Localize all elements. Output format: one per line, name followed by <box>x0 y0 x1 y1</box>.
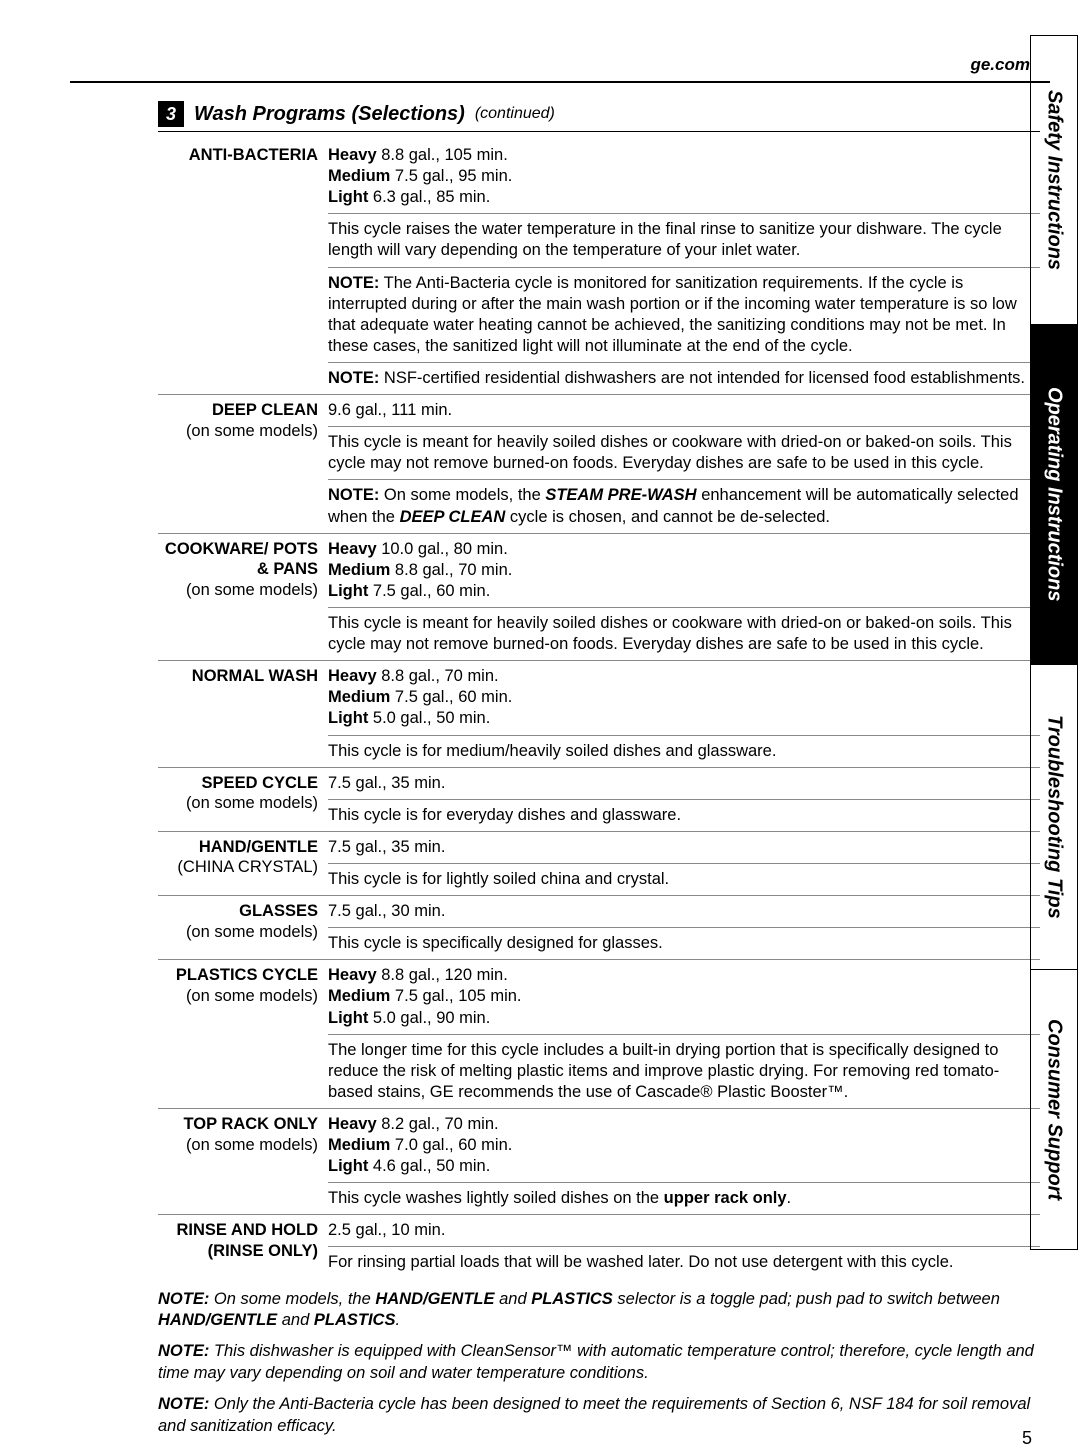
program-block: NOTE: On some models, the STEAM PRE-WASH… <box>328 479 1040 527</box>
program-label: ANTI-BACTERIA <box>158 145 328 389</box>
side-tab[interactable]: Safety Instructions <box>1030 35 1078 325</box>
program-body: Heavy 8.8 gal., 120 min.Medium 7.5 gal.,… <box>328 965 1040 1103</box>
program-body: 7.5 gal., 30 min. This cycle is specifica… <box>328 901 1040 954</box>
program-block: Heavy 8.8 gal., 120 min.Medium 7.5 gal.,… <box>328 965 1040 1028</box>
program-label: PLASTICS CYCLE(on some models) <box>158 965 328 1103</box>
side-tab[interactable]: Troubleshooting Tips <box>1030 665 1078 970</box>
program-body: Heavy 10.0 gal., 80 min.Medium 8.8 gal.,… <box>328 539 1040 656</box>
program-row: DEEP CLEAN(on some models)9.6 gal., 111 … <box>158 395 1040 534</box>
page-number: 5 <box>1022 1428 1032 1449</box>
program-body: 7.5 gal., 35 min. This cycle is for light… <box>328 837 1040 890</box>
program-block: Heavy 10.0 gal., 80 min.Medium 8.8 gal.,… <box>328 539 1040 602</box>
program-label: COOKWARE/ POTS & PANS(on some models) <box>158 539 328 656</box>
step-badge: 3 <box>158 101 184 127</box>
foot-notes: NOTE: On some models, the HAND/GENTLE an… <box>158 1289 1040 1438</box>
program-block: This cycle is for lightly soiled china a… <box>328 863 1040 890</box>
foot-note: NOTE: On some models, the HAND/GENTLE an… <box>158 1289 1040 1332</box>
section-header: 3 Wash Programs (Selections) (continued) <box>158 101 1040 132</box>
program-row: ANTI-BACTERIAHeavy 8.8 gal., 105 min.Med… <box>158 140 1040 395</box>
program-block: This cycle is for everyday dishes and gl… <box>328 799 1040 826</box>
program-label: SPEED CYCLE(on some models) <box>158 773 328 826</box>
program-block: Heavy 8.2 gal., 70 min.Medium 7.0 gal., … <box>328 1114 1040 1177</box>
program-block: 7.5 gal., 35 min. <box>328 837 1040 858</box>
program-row: PLASTICS CYCLE(on some models)Heavy 8.8 … <box>158 960 1040 1109</box>
program-label: TOP RACK ONLY(on some models) <box>158 1114 328 1209</box>
program-body: Heavy 8.8 gal., 70 min.Medium 7.5 gal., … <box>328 666 1040 761</box>
program-body: 7.5 gal., 35 min. This cycle is for every… <box>328 773 1040 826</box>
program-block: For rinsing partial loads that will be w… <box>328 1246 1040 1273</box>
program-label: NORMAL WASH <box>158 666 328 761</box>
program-block: 7.5 gal., 30 min. <box>328 901 1040 922</box>
program-block: NOTE: The Anti-Bacteria cycle is monitor… <box>328 267 1040 357</box>
program-block: 2.5 gal., 10 min. <box>328 1220 1040 1241</box>
side-tabs: Safety InstructionsOperating Instruction… <box>1030 35 1080 1250</box>
site-url: ge.com <box>70 55 1050 75</box>
program-label: HAND/GENTLE(CHINA CRYSTAL) <box>158 837 328 890</box>
program-block: This cycle raises the water temperature … <box>328 213 1040 261</box>
programs-table: ANTI-BACTERIAHeavy 8.8 gal., 105 min.Med… <box>158 140 1040 1279</box>
side-tab[interactable]: Consumer Support <box>1030 970 1078 1250</box>
program-block: This cycle is specifically designed for … <box>328 927 1040 954</box>
top-rule <box>70 81 1050 83</box>
program-label: GLASSES(on some models) <box>158 901 328 954</box>
program-body: Heavy 8.2 gal., 70 min.Medium 7.0 gal., … <box>328 1114 1040 1209</box>
program-block: 7.5 gal., 35 min. <box>328 773 1040 794</box>
program-block: NOTE: NSF-certified residential dishwash… <box>328 362 1040 389</box>
side-tab[interactable]: Operating Instructions <box>1030 325 1078 665</box>
program-block: Heavy 8.8 gal., 105 min.Medium 7.5 gal.,… <box>328 145 1040 208</box>
program-body: 2.5 gal., 10 min. For rinsing partial loa… <box>328 1220 1040 1273</box>
program-row: TOP RACK ONLY(on some models)Heavy 8.2 g… <box>158 1109 1040 1215</box>
program-row: HAND/GENTLE(CHINA CRYSTAL)7.5 gal., 35 m… <box>158 832 1040 896</box>
program-label: RINSE AND HOLD(RINSE ONLY) <box>158 1220 328 1273</box>
program-block: Heavy 8.8 gal., 70 min.Medium 7.5 gal., … <box>328 666 1040 729</box>
program-block: The longer time for this cycle includes … <box>328 1034 1040 1103</box>
program-body: 9.6 gal., 111 min. This cycle is meant fo… <box>328 400 1040 528</box>
section-title: Wash Programs (Selections) <box>194 103 465 126</box>
section-continued: (continued) <box>475 105 555 123</box>
foot-note: NOTE: Only the Anti-Bacteria cycle has b… <box>158 1394 1040 1437</box>
program-block: 9.6 gal., 111 min. <box>328 400 1040 421</box>
program-block: This cycle washes lightly soiled dishes … <box>328 1182 1040 1209</box>
program-block: This cycle is meant for heavily soiled d… <box>328 426 1040 474</box>
program-block: This cycle is meant for heavily soiled d… <box>328 607 1040 655</box>
program-row: SPEED CYCLE(on some models)7.5 gal., 35 … <box>158 768 1040 832</box>
program-label: DEEP CLEAN(on some models) <box>158 400 328 528</box>
foot-note: NOTE: This dishwasher is equipped with C… <box>158 1341 1040 1384</box>
program-row: NORMAL WASHHeavy 8.8 gal., 70 min.Medium… <box>158 661 1040 767</box>
program-row: GLASSES(on some models)7.5 gal., 30 min.… <box>158 896 1040 960</box>
program-row: RINSE AND HOLD(RINSE ONLY)2.5 gal., 10 m… <box>158 1215 1040 1278</box>
program-row: COOKWARE/ POTS & PANS(on some models)Hea… <box>158 534 1040 662</box>
program-block: This cycle is for medium/heavily soiled … <box>328 735 1040 762</box>
program-body: Heavy 8.8 gal., 105 min.Medium 7.5 gal.,… <box>328 145 1040 389</box>
